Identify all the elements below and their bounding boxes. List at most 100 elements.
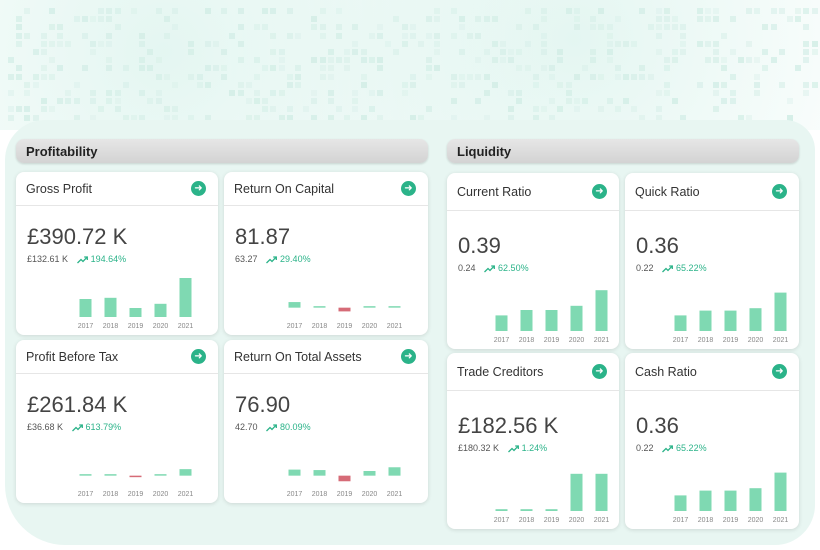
chart-bar (104, 297, 116, 317)
background-square (114, 98, 121, 105)
arrow-right-icon[interactable]: ➜ (772, 364, 787, 379)
bar-chart-svg: 2017 2018 2019 2020 2021 (286, 302, 402, 330)
chart-bar (363, 306, 375, 308)
arrow-right-icon[interactable]: ➜ (191, 349, 206, 364)
background-square (516, 24, 523, 31)
background-square (721, 57, 728, 64)
background-square (426, 57, 433, 64)
background-square (147, 98, 154, 105)
background-square (139, 40, 146, 47)
background-square (508, 90, 515, 96)
year-tick-label: 2019 (722, 517, 738, 524)
year-tick-label: 2021 (772, 337, 788, 344)
background-square (614, 65, 621, 72)
chart-bar (699, 310, 711, 331)
background-square (286, 106, 293, 113)
background-square (737, 57, 744, 64)
background-square (590, 24, 597, 31)
background-square (475, 16, 482, 23)
card-title: Quick Ratio (635, 184, 700, 199)
arrow-right-icon[interactable]: ➜ (592, 184, 607, 199)
background-square (606, 98, 613, 105)
background-square (254, 98, 260, 105)
background-square (49, 57, 55, 64)
background-square (598, 106, 605, 113)
background-square (614, 106, 621, 113)
background-square (147, 49, 154, 55)
chart-bar (495, 315, 507, 331)
year-tick-label: 2019 (127, 323, 143, 330)
background-square (590, 49, 597, 55)
background-square (532, 106, 539, 113)
background-square (139, 32, 146, 39)
mini-bar-chart: 2017 2018 2019 2020 2021 (668, 287, 793, 345)
background-square (40, 40, 47, 47)
chart-bar (179, 469, 191, 476)
background-square (262, 24, 269, 31)
background-square (795, 8, 802, 14)
background-square (590, 16, 597, 23)
section-header-liquidity: Liquidity (447, 139, 799, 163)
background-square (98, 40, 105, 47)
background-square (631, 40, 638, 47)
background-square (377, 114, 383, 121)
background-square (196, 73, 203, 80)
background-square (270, 32, 277, 39)
background-square (327, 49, 334, 55)
background-square (303, 106, 310, 113)
arrow-right-icon[interactable]: ➜ (401, 181, 416, 196)
background-square (434, 40, 441, 47)
arrow-right-icon[interactable]: ➜ (592, 364, 607, 379)
chart-bar (699, 490, 711, 511)
background-square (614, 16, 621, 23)
background-square (532, 24, 539, 31)
background-square (295, 73, 301, 80)
background-square (8, 114, 14, 121)
change-percent: 613.79% (85, 422, 122, 432)
background-square (24, 114, 31, 121)
background-square (729, 16, 736, 23)
metric-comparison: 42.70 80.09% (235, 422, 311, 432)
background-square (803, 49, 810, 55)
background-square (450, 8, 457, 14)
arrow-right-icon[interactable]: ➜ (401, 349, 416, 364)
background-square (344, 114, 351, 121)
background-square (811, 8, 818, 14)
mini-bar-chart: 2017 2018 2019 2020 2021 (668, 467, 793, 525)
background-square (24, 90, 31, 96)
background-square (721, 65, 728, 72)
section-header-profitability: Profitability (16, 139, 428, 163)
arrow-right-icon[interactable]: ➜ (191, 181, 206, 196)
background-square (81, 16, 88, 23)
background-square (24, 32, 31, 39)
bar-chart-svg: 2017 2018 2019 2020 2021 (77, 278, 193, 330)
change-indicator: 65.22% (662, 443, 707, 453)
background-square (286, 114, 293, 121)
background-square (327, 57, 334, 64)
background-square (631, 106, 638, 113)
metric-value: £182.56 K (458, 413, 559, 438)
background-square (8, 90, 14, 96)
background-square (65, 40, 72, 47)
background-square (557, 106, 564, 113)
background-square (655, 106, 662, 113)
card-header: Return On Total Assets ➜ (224, 340, 428, 374)
background-square (163, 16, 170, 23)
bar-chart-svg: 2017 2018 2019 2020 2021 (493, 473, 609, 524)
background-square (721, 81, 728, 88)
metric-value: £390.72 K (27, 224, 128, 249)
background-square (795, 16, 802, 23)
background-square (221, 49, 228, 55)
background-square (614, 40, 621, 47)
background-square (40, 106, 47, 113)
card-header: Current Ratio ➜ (447, 173, 619, 211)
background-square (713, 57, 720, 64)
background-square (286, 8, 293, 14)
year-tick-label: 2018 (102, 491, 118, 498)
chart-bar (749, 308, 761, 331)
background-square (459, 24, 465, 31)
background-square (811, 81, 818, 88)
background-square (360, 49, 367, 55)
mini-bar-chart: 2017 2018 2019 2020 2021 (489, 467, 614, 525)
arrow-right-icon[interactable]: ➜ (772, 184, 787, 199)
